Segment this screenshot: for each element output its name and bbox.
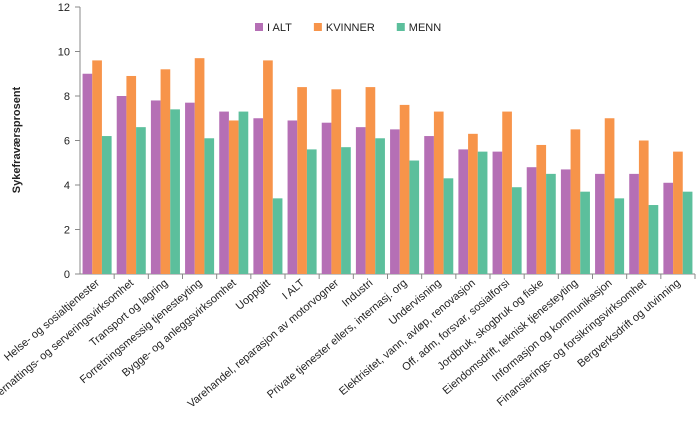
bar	[629, 173, 639, 274]
y-tick-label: 4	[64, 180, 70, 192]
bar	[306, 149, 317, 274]
bar	[502, 111, 512, 274]
bar	[170, 109, 180, 274]
bar	[570, 129, 581, 274]
bar	[101, 136, 112, 274]
bar	[263, 60, 273, 275]
bar	[126, 75, 137, 274]
y-tick-label: 12	[58, 2, 70, 14]
bar	[511, 187, 522, 274]
bar	[194, 58, 205, 274]
bar	[297, 87, 307, 274]
legend-label: MENN	[409, 22, 441, 34]
bar	[468, 133, 478, 274]
legend-label: KVINNER	[326, 22, 375, 34]
bar	[341, 147, 351, 274]
legend-label: I ALT	[267, 22, 292, 34]
bar	[595, 173, 605, 274]
bar	[409, 160, 420, 274]
y-tick-label: 2	[64, 225, 70, 237]
y-tick-label: 8	[64, 91, 70, 103]
bar	[477, 151, 488, 274]
y-tick-label: 6	[64, 136, 70, 148]
y-axis-label: Sykefraværsprosent	[11, 86, 23, 193]
bar	[331, 89, 342, 274]
bar	[365, 87, 376, 274]
bar	[238, 111, 249, 274]
bar	[160, 69, 171, 274]
bar	[492, 151, 503, 274]
legend-swatch	[396, 23, 405, 31]
bar	[253, 118, 264, 274]
bar	[424, 136, 434, 274]
bar	[526, 167, 537, 274]
y-tick-label: 0	[64, 269, 70, 281]
bar	[287, 120, 298, 274]
bar	[390, 129, 400, 274]
bar	[399, 104, 410, 275]
bar	[150, 100, 161, 274]
bar	[458, 149, 469, 274]
bar	[604, 118, 615, 274]
bar	[673, 151, 683, 274]
bar	[663, 182, 674, 274]
y-tick-label: 10	[58, 47, 70, 59]
bar	[219, 111, 229, 274]
bar	[82, 73, 93, 274]
bar	[560, 169, 571, 274]
bar	[614, 198, 625, 274]
bar	[638, 140, 649, 274]
bar	[443, 178, 454, 274]
bar	[116, 96, 127, 274]
bar	[580, 191, 590, 274]
bar	[92, 60, 102, 275]
legend-swatch	[313, 23, 322, 31]
bar	[272, 198, 283, 274]
bar	[536, 144, 547, 274]
bar	[648, 205, 659, 274]
x-tick-label: I ALT	[280, 277, 307, 302]
bar	[185, 102, 195, 274]
bar	[321, 122, 332, 274]
bar	[136, 127, 146, 275]
bar	[228, 120, 239, 274]
legend-swatch	[255, 23, 263, 31]
bar	[433, 111, 444, 274]
bar	[682, 191, 693, 274]
bar	[546, 173, 556, 274]
x-tick-label: Uoppgitt	[234, 277, 273, 313]
bar	[375, 138, 385, 274]
bar	[355, 127, 366, 275]
bar	[204, 138, 215, 274]
